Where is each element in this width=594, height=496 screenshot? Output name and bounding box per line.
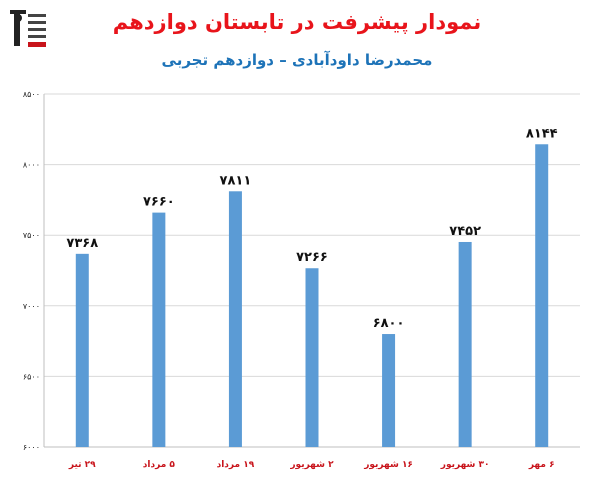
data-label: ۷۶۶۰ [143,195,175,210]
x-tick-label: ۳۰ شهریور [440,460,490,470]
bar [458,241,472,447]
data-label: ۶۸۰۰ [373,316,405,331]
data-label: ۷۸۱۱ [220,173,252,188]
bars [75,144,549,447]
x-tick-label: ۲۹ تیر [68,460,96,470]
bar [382,334,396,447]
chart-subtitle: محمدرضا داودآبادی – دوازدهم تجربی [161,51,433,69]
y-tick-label: ۷۵۰۰ [23,231,40,240]
x-tick-label: ۲ شهریور [289,460,334,470]
y-tick-label: ۸۰۰۰ [23,161,40,170]
data-label: ۸۱۴۴ [526,126,558,141]
bar [152,212,166,447]
bar [75,253,89,447]
bar [535,144,549,447]
chart-title: نمودار پیشرفت در تابستان دوازدهم [112,10,482,34]
x-tick-label: ۵ مرداد [143,460,176,470]
data-label: ۷۴۵۲ [449,224,481,239]
labels: ۶۰۰۰ ۶۵۰۰ ۷۰۰۰ ۷۵۰۰ ۸۰۰۰ ۸۵۰۰ ۷۳۶۸ ۲۹ تیر ۷۶۶۰ ۵ … [23,90,558,470]
bar [228,191,242,447]
y-tick-label: ۶۰۰۰ [23,443,40,452]
y-tick-label: ۶۵۰۰ [23,372,40,381]
y-tick-label: ۸۵۰۰ [23,90,40,99]
x-tick-label: ۶ مهر [528,460,555,470]
bar [305,268,319,447]
y-tick-label: ۷۰۰۰ [23,302,40,311]
x-tick-label: ۱۹ مرداد [217,460,255,470]
x-tick-label: ۱۶ شهریور [363,460,413,470]
logo-icon [6,6,50,52]
data-label: ۷۲۶۶ [296,250,328,265]
data-label: ۷۳۶۸ [66,236,98,251]
